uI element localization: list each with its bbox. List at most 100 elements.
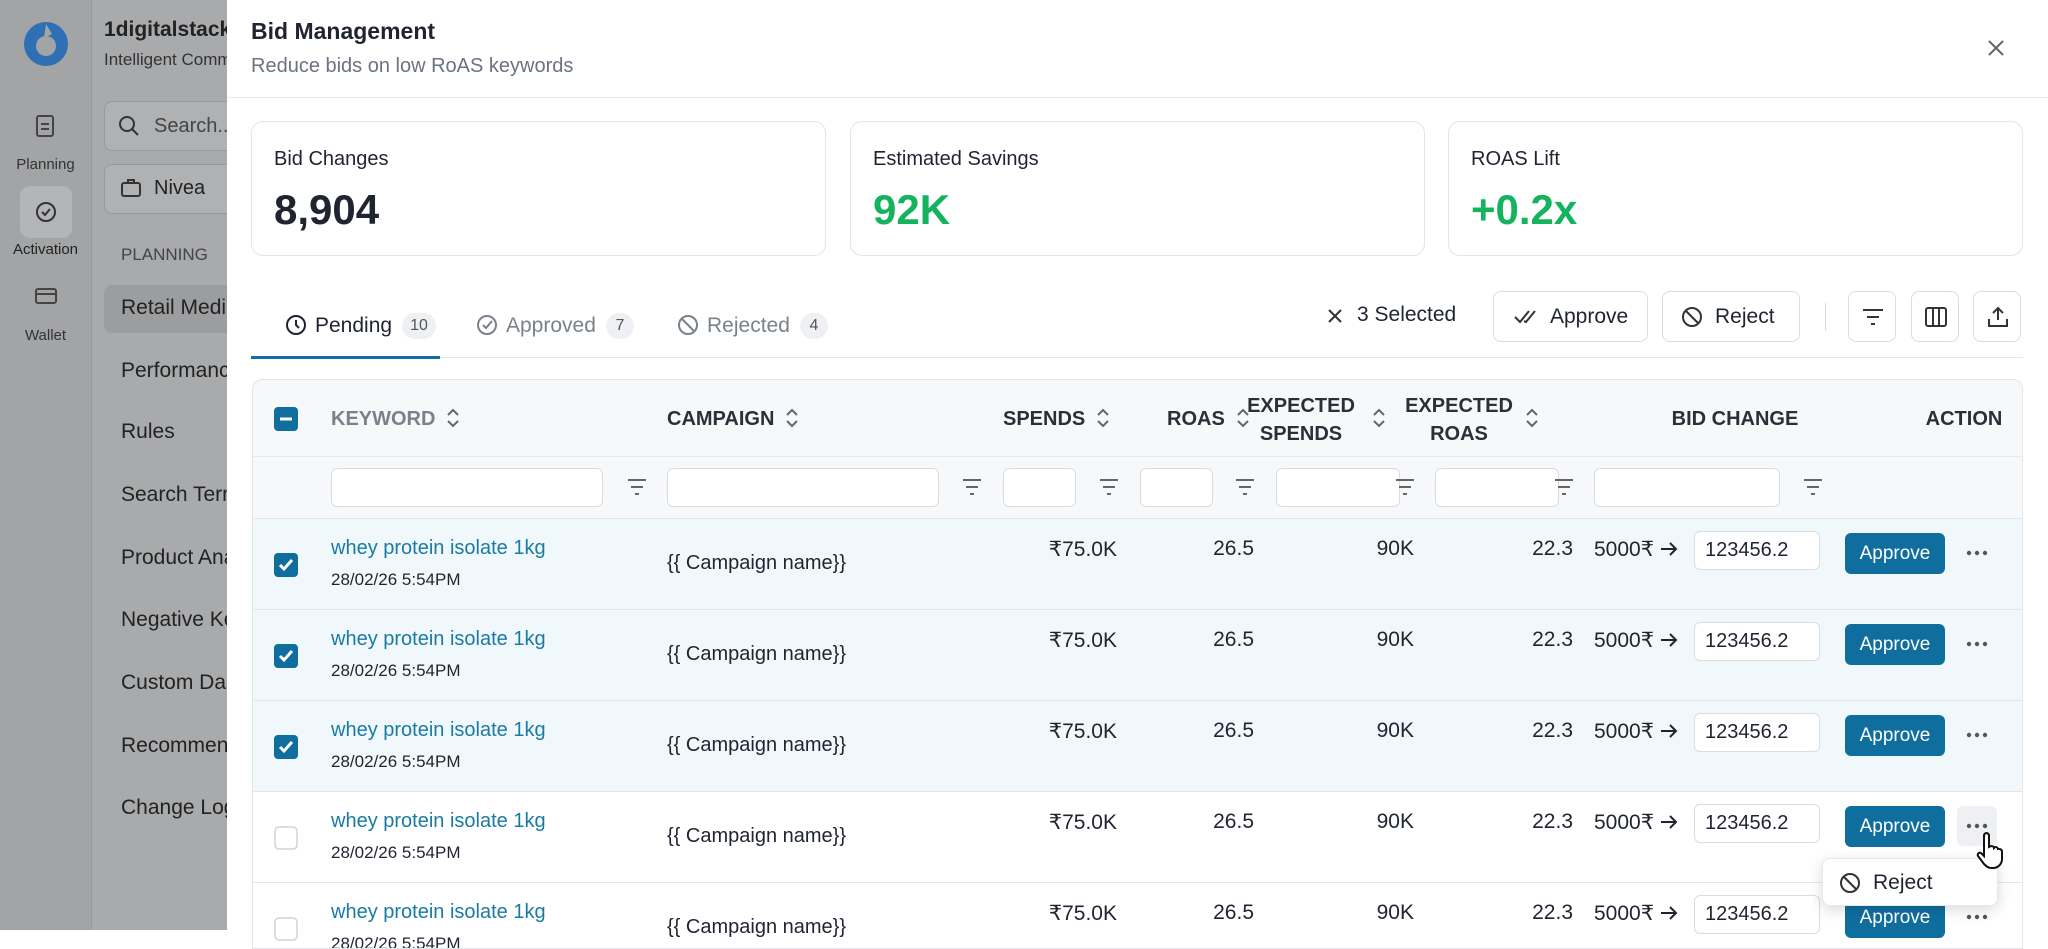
keyword-date: 28/02/26 5:54PM: [331, 843, 461, 862]
selection-count: 3 Selected: [1357, 303, 1457, 326]
row-approve[interactable]: Approve: [1845, 715, 1945, 756]
filter-input[interactable]: [667, 468, 939, 507]
more-button[interactable]: [1966, 550, 1988, 556]
tab-label[interactable]: Pending: [315, 314, 393, 337]
logo: [24, 22, 68, 66]
column-header: ACTION: [1925, 408, 2003, 430]
bid-input[interactable]: 123456.2: [1694, 622, 1820, 661]
campaign-name: {{ Campaign name}}: [667, 552, 847, 574]
rail-item[interactable]: Activation: [12, 241, 79, 258]
bid-input[interactable]: 123456.2: [1694, 804, 1820, 843]
clear-selection[interactable]: [1327, 308, 1343, 324]
export-icon: [1988, 306, 2008, 327]
keyword-link[interactable]: whey protein isolate 1kg: [331, 810, 546, 832]
bid-arrow: [1661, 724, 1678, 738]
cell-roas: 26.5: [1213, 901, 1254, 924]
bid-arrow: [1661, 542, 1678, 556]
cell-spends: ₹75.0K: [1048, 629, 1117, 652]
stat-card: Bid Changes 8,904: [251, 121, 826, 256]
row-approve[interactable]: Approve: [1845, 624, 1945, 665]
more-button[interactable]: [1966, 914, 1988, 920]
sort-icon[interactable]: [1372, 407, 1386, 429]
keyword-link[interactable]: whey protein isolate 1kg: [331, 537, 546, 559]
tab-label[interactable]: Approved: [506, 314, 596, 337]
bid-input[interactable]: 123456.2: [1694, 531, 1820, 570]
row-checkbox[interactable]: [274, 917, 298, 941]
filter-input[interactable]: [1276, 468, 1400, 507]
close-button[interactable]: [1987, 39, 2005, 57]
filter-input[interactable]: [331, 468, 603, 507]
sort-icon[interactable]: [1236, 407, 1250, 429]
sort-icon[interactable]: [1525, 407, 1539, 429]
menu-item[interactable]: Product Ana: [121, 546, 227, 569]
rail-item[interactable]: Wallet: [24, 327, 67, 344]
search-placeholder: Search...: [154, 115, 227, 137]
sort-icon[interactable]: [785, 407, 799, 429]
row-menu: Reject: [1822, 858, 1998, 906]
menu-item[interactable]: Negative Ke: [121, 608, 227, 631]
row-checkbox[interactable]: [274, 553, 298, 577]
keyword-date: 28/02/26 5:54PM: [331, 570, 461, 589]
keyword-date: 28/02/26 5:54PM: [331, 661, 461, 680]
keyword-link[interactable]: whey protein isolate 1kg: [331, 719, 546, 741]
menu-active: [104, 285, 227, 333]
bid-input[interactable]: 123456.2: [1694, 713, 1820, 752]
cell-expected-spends: 90K: [1376, 628, 1414, 651]
row-approve[interactable]: Approve: [1845, 533, 1945, 574]
menu-item[interactable]: Retail Media: [121, 296, 227, 319]
menu-item[interactable]: Search Term: [121, 483, 227, 506]
menu-item[interactable]: Change Log: [121, 796, 227, 819]
keyword-link[interactable]: whey protein isolate 1kg: [331, 628, 546, 650]
rail-item[interactable]: Planning: [16, 156, 75, 173]
filter-input[interactable]: [1435, 468, 1559, 507]
filter-input[interactable]: [1003, 468, 1076, 507]
row-checkbox[interactable]: [274, 644, 298, 668]
bulk-reject[interactable]: Reject: [1662, 291, 1800, 342]
cell-expected-roas: 22.3: [1532, 628, 1573, 651]
filter-icon[interactable]: [1235, 478, 1255, 496]
filter-icon[interactable]: [962, 478, 982, 496]
toolbar-divider: [1825, 303, 1826, 331]
row-checkbox[interactable]: [274, 826, 298, 850]
menu-item[interactable]: Performance: [121, 359, 227, 382]
select-all[interactable]: [274, 407, 298, 431]
row-approve[interactable]: Approve: [1845, 806, 1945, 847]
cell-roas: 26.5: [1213, 537, 1254, 560]
cell-expected-roas: 22.3: [1532, 810, 1573, 833]
sort-icon[interactable]: [446, 407, 460, 429]
filter-icon[interactable]: [627, 478, 647, 496]
more-button[interactable]: [1966, 823, 1988, 829]
keyword-date: 28/02/26 5:54PM: [331, 752, 461, 771]
more-button[interactable]: [1966, 732, 1988, 738]
account-select[interactable]: [104, 164, 227, 214]
column-header: KEYWORD: [331, 408, 436, 430]
keyword-link[interactable]: whey protein isolate 1kg: [331, 901, 546, 923]
export-button[interactable]: [1973, 291, 2021, 342]
filter-icon[interactable]: [1099, 478, 1119, 496]
filter-icon[interactable]: [1803, 478, 1823, 496]
columns-button[interactable]: [1911, 291, 1959, 342]
cell-expected-spends: 90K: [1376, 719, 1414, 742]
menu-item[interactable]: Recommen: [121, 734, 227, 757]
table: KEYWORD CAMPAIGN SPENDS ROAS EXPECTED SPENDS…: [252, 379, 2023, 949]
bid-input[interactable]: 123456.2: [1694, 895, 1820, 934]
campaign-name: {{ Campaign name}}: [667, 916, 847, 938]
brand: 1digitalstack.a: [104, 18, 227, 41]
filter-icon[interactable]: [1395, 478, 1415, 496]
filter-button[interactable]: [1848, 291, 1896, 342]
cell-expected-spends: 90K: [1376, 537, 1414, 560]
menu-item[interactable]: Rules: [121, 420, 175, 443]
row-checkbox[interactable]: [274, 735, 298, 759]
reject-icon: [1682, 307, 1702, 327]
menu-option[interactable]: Reject: [1873, 871, 1933, 894]
more-button[interactable]: [1966, 641, 1988, 647]
bulk-approve[interactable]: Approve: [1493, 291, 1648, 342]
filter-input[interactable]: [1140, 468, 1213, 507]
search-box[interactable]: [104, 101, 227, 151]
filter-icon[interactable]: [1554, 478, 1574, 496]
cell-roas: 26.5: [1213, 719, 1254, 742]
sort-icon[interactable]: [1096, 407, 1110, 429]
tab-label[interactable]: Rejected: [707, 314, 790, 337]
filter-input[interactable]: [1594, 468, 1780, 507]
menu-item[interactable]: Custom Das: [121, 671, 227, 694]
